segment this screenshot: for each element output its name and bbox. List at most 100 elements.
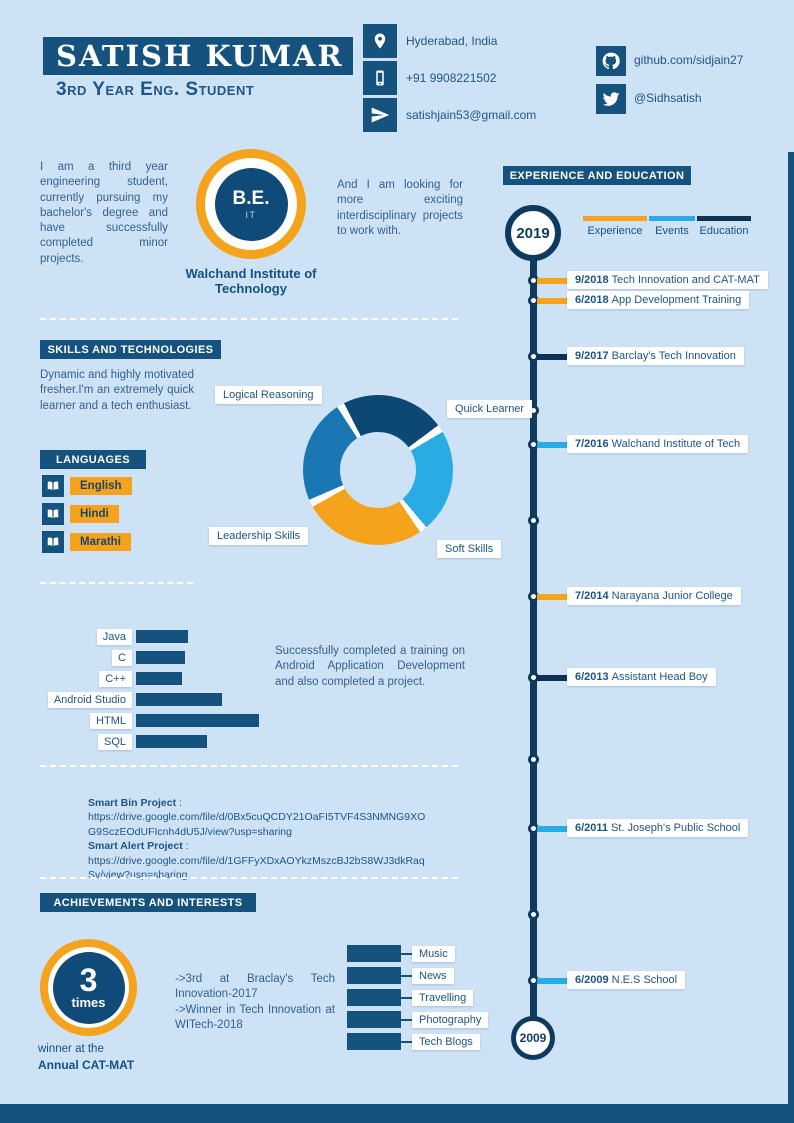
interest-row: Travelling [347, 989, 474, 1006]
tech-bar [136, 714, 259, 727]
tech-bar [136, 630, 188, 643]
legend-label-events: Events [655, 225, 689, 237]
language-icon [42, 475, 64, 497]
twitter-icon [596, 84, 626, 114]
timeline-event-date: 6/2018 [575, 294, 609, 306]
timeline-tick [537, 826, 567, 832]
language-label: English [70, 477, 132, 495]
achievement-caption: winner at the Annual CAT-MAT [38, 1041, 134, 1074]
tech-bar-row: C++ [36, 669, 182, 688]
timeline-event-date: 7/2016 [575, 438, 609, 450]
timeline-event-date: 9/2018 [575, 274, 609, 286]
person-subtitle: 3rd Year Eng. Student [56, 79, 255, 100]
achievement-list: ->3rd at Braclay's Tech Innovation-2017 … [175, 972, 335, 1033]
timeline-event-title: N.E.S School [611, 974, 678, 986]
timeline-tick [537, 594, 567, 600]
person-name: SATISH KUMAR [56, 39, 344, 73]
timeline-event-date: 9/2017 [575, 350, 609, 362]
about-right-text: And I am looking for more exciting inter… [337, 179, 463, 237]
language-icon [42, 503, 64, 525]
legend-swatch-experience [583, 216, 647, 221]
timeline-tick [537, 278, 567, 284]
tech-bar-row: HTML [36, 711, 259, 730]
section-banner-languages: LANGUAGES [40, 450, 146, 469]
legend-item-experience: Experience [583, 216, 647, 237]
interest-bar [347, 967, 401, 984]
tech-bar-row: SQL [36, 732, 208, 751]
timeline-event: 6/2018 App Development Training [567, 291, 750, 309]
language-icon [42, 531, 64, 553]
donut-label-quick-learner: Quick Learner [447, 400, 533, 418]
section-banner-achievements: ACHIEVEMENTS AND INTERESTS [40, 893, 256, 912]
legend-label-experience: Experience [587, 225, 643, 237]
achievement-caption-line2: Annual CAT-MAT [38, 1058, 135, 1073]
interest-label: Travelling [412, 989, 474, 1006]
achievement-badge-inner: 3 times [52, 951, 125, 1024]
contact-email-text[interactable]: satishjain53@gmail.com [406, 108, 537, 122]
divider [40, 877, 458, 879]
github-handle[interactable]: github.com/sidjain27 [634, 53, 744, 67]
projects-section: Smart Bin Project : https://drive.google… [88, 796, 426, 883]
timeline-event: 6/2011 St. Joseph's Public School [567, 819, 749, 837]
location-icon [363, 24, 397, 58]
contact-phone-text: +91 9908221502 [406, 71, 497, 85]
project-item: Smart Bin Project : https://drive.google… [88, 796, 426, 839]
project-separator: : [176, 797, 182, 809]
language-item-marathi: Marathi [42, 531, 131, 553]
timeline-dot [528, 754, 539, 765]
language-label: Hindi [70, 505, 119, 523]
interest-label: Tech Blogs [412, 1033, 480, 1050]
timeline-event: 9/2018 Tech Innovation and CAT-MAT [567, 271, 768, 289]
timeline-event-title: Tech Innovation and CAT-MAT [611, 274, 760, 286]
timeline-tick [537, 354, 567, 360]
interest-bar [347, 945, 401, 962]
timeline-event-title: Assistant Head Boy [611, 671, 708, 683]
achievement-item: ->Winner in Tech Innovation at WITech-20… [175, 1003, 335, 1031]
timeline-event-date: 6/2011 [575, 822, 609, 834]
project-link[interactable]: https://drive.google.com/file/d/0Bx5cuQC… [88, 811, 426, 838]
timeline-event: 7/2016 Walchand Institute of Tech [567, 435, 749, 453]
project-name: Smart Alert Project [88, 840, 183, 853]
twitter-handle[interactable]: @Sidhsatish [634, 91, 702, 105]
github-icon [596, 46, 626, 76]
interest-connector [401, 952, 412, 955]
section-banner-experience: EXPERIENCE AND EDUCATION [503, 166, 691, 185]
timeline-tick [537, 298, 567, 304]
tech-label: Java [96, 628, 132, 645]
timeline-legend: Experience Events Education [583, 216, 751, 237]
tech-bar-row: Java [36, 627, 188, 646]
legend-item-events: Events [649, 216, 695, 237]
divider [40, 318, 458, 320]
achievement-item: ->3rd at Braclay's Tech Innovation-2017 [175, 973, 335, 1001]
phone-icon [363, 61, 397, 95]
interest-connector [401, 1040, 412, 1043]
language-label: Marathi [70, 533, 131, 551]
skills-intro-text: Dynamic and highly motivated fresher.I'm… [40, 369, 194, 412]
tech-bar-row: C [36, 648, 186, 667]
donut-label-soft-skills: Soft Skills [437, 540, 502, 558]
tech-bar [136, 672, 182, 685]
timeline-tick [537, 442, 567, 448]
timeline-event: 7/2014 Narayana Junior College [567, 587, 741, 605]
contact-location-text: Hyderabad, India [406, 34, 498, 48]
timeline-event-title: App Development Training [611, 294, 742, 306]
footer-bar [0, 1104, 794, 1123]
tech-label: Android Studio [47, 691, 132, 708]
interest-bar [347, 1011, 401, 1028]
timeline-line [530, 258, 537, 1018]
timeline-event: 6/2009 N.E.S School [567, 971, 686, 989]
timeline-event-title: Barclay's Tech Innovation [611, 350, 736, 362]
interest-row: News [347, 967, 454, 984]
achievement-badge: 3 times [40, 939, 137, 1036]
degree-label: B.E. [232, 187, 270, 209]
degree-badge-inner: B.E. IT [214, 167, 288, 241]
interest-connector [401, 974, 412, 977]
interest-connector [401, 996, 412, 999]
divider [40, 765, 458, 767]
section-banner-skills: SKILLS AND TECHNOLOGIES [40, 340, 221, 359]
timeline-event-title: Walchand Institute of Tech [611, 438, 741, 450]
tech-label: SQL [97, 733, 132, 750]
interest-row: Tech Blogs [347, 1033, 480, 1050]
interest-label: News [412, 967, 454, 984]
